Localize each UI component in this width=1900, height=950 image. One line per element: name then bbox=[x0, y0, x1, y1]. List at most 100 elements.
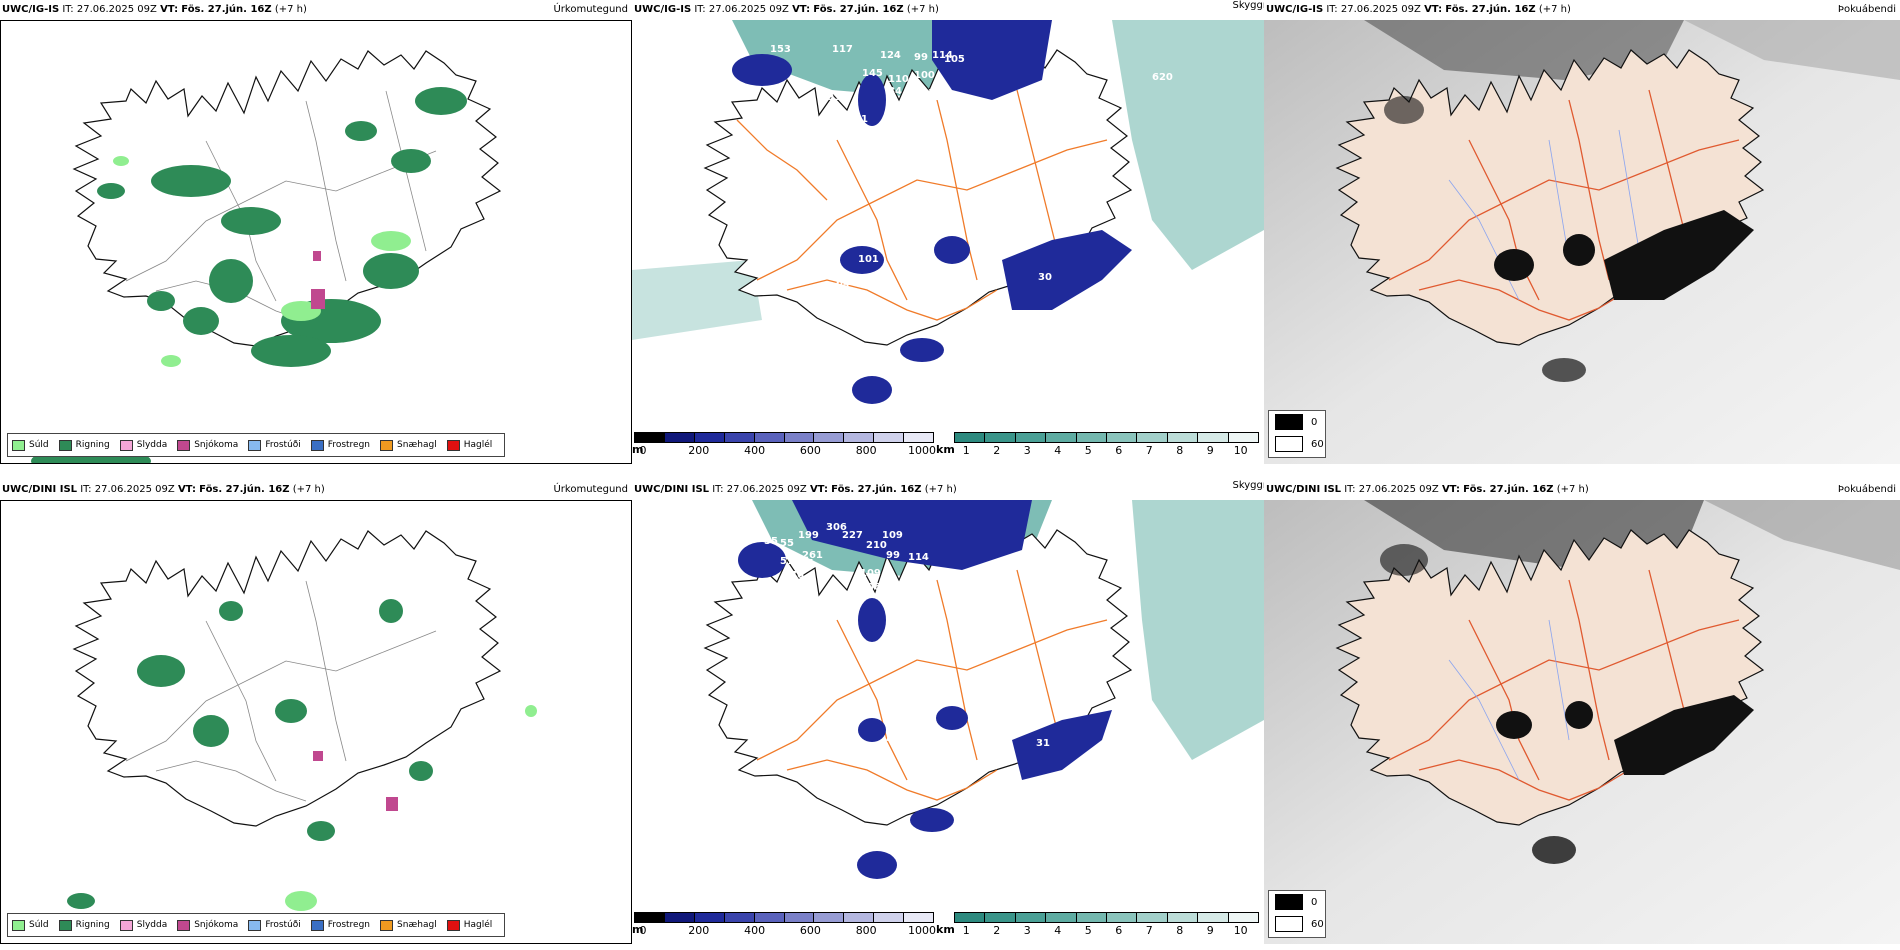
panel-header: UWC/DINI ISL IT: 27.06.2025 09Z VT: Fös.… bbox=[1264, 480, 1900, 500]
precip-legend: Súld Rigning Slydda Snjókoma Frostúði Fr… bbox=[7, 433, 506, 457]
panel-title: Úrkomutegund bbox=[553, 4, 628, 15]
colorbar-swatch bbox=[664, 913, 695, 922]
colorbar-swatch bbox=[754, 433, 785, 442]
colorbar-tick-label: 1 bbox=[962, 924, 970, 937]
fog-key-row: 0 bbox=[1269, 891, 1325, 913]
visibility-value-label: 84 bbox=[888, 86, 902, 97]
fog-map[interactable]: 0 60 bbox=[1264, 20, 1900, 464]
colorbar-swatch bbox=[694, 433, 725, 442]
colorbar-swatch bbox=[724, 913, 755, 922]
colorbar-tick-label: 600 bbox=[799, 924, 821, 937]
legend-item: Frostúði bbox=[248, 919, 301, 931]
colorbar-swatch bbox=[1076, 433, 1108, 442]
km-unit: km bbox=[936, 923, 955, 936]
colorbar-swatch bbox=[814, 433, 845, 442]
roads bbox=[756, 569, 1108, 801]
fog-key-row: 60 bbox=[1269, 913, 1325, 935]
km-colorbar-swatches bbox=[954, 432, 1259, 443]
visibility-value-label: 35 bbox=[864, 408, 878, 419]
colorbar-swatch bbox=[1107, 913, 1138, 922]
colorbar-swatch bbox=[1107, 433, 1138, 442]
visibility-value-label: 57 bbox=[780, 556, 794, 567]
colorbar-tick-label: 8 bbox=[1176, 444, 1184, 457]
colorbar-tick-label: 200 bbox=[688, 444, 710, 457]
panel-title: Skyggni bbox=[1232, 480, 1264, 491]
fog-sea-west bbox=[632, 260, 762, 340]
colorbar-tick-label: 3 bbox=[1023, 444, 1031, 457]
colorbar-swatch bbox=[784, 913, 815, 922]
panel-header: UWC/IG-IS IT: 27.06.2025 09Z VT: Fös. 27… bbox=[0, 0, 632, 20]
visibility-panel-row1: UWC/IG-IS IT: 27.06.2025 09Z VT: Fös. 27… bbox=[632, 0, 1264, 464]
precip-map[interactable]: Súld Rigning Slydda Snjókoma Frostúði Fr… bbox=[0, 20, 632, 464]
drizzle-areas bbox=[285, 705, 537, 911]
visibility-value-label: 55 bbox=[780, 538, 794, 549]
legend-swatch bbox=[12, 439, 25, 451]
visibility-value-label: 34 bbox=[1032, 314, 1046, 325]
colorbar-swatch bbox=[1015, 433, 1047, 442]
visibility-map[interactable]: 153 117 124 99 114 105 145 110 100 84 103 108 293 81 6… bbox=[632, 20, 1264, 464]
rivers bbox=[1448, 619, 1570, 781]
panel-header: UWC/IG-IS IT: 27.06.2025 09Z VT: Fös. 27… bbox=[1264, 0, 1900, 20]
low-visibility-areas bbox=[738, 500, 1112, 879]
visibility-value-label: 110 bbox=[888, 74, 909, 85]
legend-item: Rigning bbox=[58, 919, 110, 931]
colorbar-tick-label: 600 bbox=[799, 444, 821, 457]
roads bbox=[1388, 569, 1740, 801]
visibility-value-label: 64 bbox=[836, 278, 850, 289]
precip-type-panel-row1: UWC/IG-IS IT: 27.06.2025 09Z VT: Fös. 27… bbox=[0, 0, 632, 464]
panel-title: Skyggni bbox=[1232, 0, 1264, 11]
model-name: UWC/IG-IS bbox=[634, 4, 692, 15]
visibility-value-label: 114 bbox=[932, 50, 953, 61]
colorbar-swatch bbox=[1228, 433, 1259, 442]
colorbar-tick-label: 2 bbox=[993, 444, 1001, 457]
visibility-value-label: 114 bbox=[908, 552, 929, 563]
km-colorbar: 1 2 3 4 5 6 7 8 9 10 km bbox=[936, 912, 1259, 938]
visibility-value-label: 124 bbox=[880, 50, 901, 61]
legend-swatch bbox=[446, 439, 460, 451]
visibility-value-label: 99 bbox=[886, 550, 900, 561]
legend-swatch bbox=[177, 439, 191, 451]
snow-areas bbox=[313, 751, 398, 811]
precip-map[interactable]: Súld Rigning Slydda Snjókoma Frostúði Fr… bbox=[0, 500, 632, 944]
colorbar-tick-label: 5 bbox=[1084, 444, 1092, 457]
colorbar-swatch bbox=[844, 433, 875, 442]
fog-map[interactable]: 0 60 bbox=[1264, 500, 1900, 944]
visibility-value-label: 76 bbox=[950, 344, 964, 355]
panel-title: Úrkomutegund bbox=[553, 484, 628, 495]
visibility-value-label: 51 bbox=[990, 788, 1004, 799]
colorbar-swatch bbox=[904, 433, 934, 442]
rain-areas bbox=[67, 599, 433, 909]
colorbar-tick-label: 6 bbox=[1115, 924, 1123, 937]
fog-sea-east bbox=[1112, 20, 1264, 270]
height-unit: m bbox=[632, 923, 644, 936]
colorbar-swatch bbox=[1046, 433, 1077, 442]
colorbar-swatch bbox=[635, 913, 665, 922]
colorbar-tick-label: 3 bbox=[1023, 924, 1031, 937]
colorbar-swatch bbox=[814, 913, 845, 922]
colorbar-tick-label: 4 bbox=[1054, 924, 1062, 937]
legend-item: Snæhagl bbox=[380, 919, 437, 931]
fog-key: 0 60 bbox=[1268, 890, 1326, 938]
colorbar-swatch bbox=[754, 913, 785, 922]
visibility-value-label: 35 bbox=[1028, 328, 1042, 339]
visibility-map[interactable]: 199 306 227 109 55 55 210 99 114 261 57 74 76 109 106 5… bbox=[632, 500, 1264, 944]
colorbar-tick-label: 400 bbox=[744, 444, 766, 457]
colorbar-swatch bbox=[1228, 913, 1259, 922]
it-value: 27.06.2025 09Z bbox=[76, 4, 157, 15]
height-colorbar-ticks: 0 200 400 600 800 1000 bbox=[634, 923, 937, 937]
visibility-value-label: 100 bbox=[914, 70, 935, 81]
visibility-value-label: 76 bbox=[790, 570, 804, 581]
visibility-value-label: 620 bbox=[1152, 72, 1173, 83]
colorbar-swatch bbox=[1137, 433, 1168, 442]
legend-item: Frostúði bbox=[248, 439, 301, 451]
drizzle-areas bbox=[113, 156, 411, 367]
legend-item: Frostregn bbox=[310, 919, 370, 931]
visibility-value-label: 55 bbox=[764, 536, 778, 547]
colorbar-tick-label: 9 bbox=[1206, 444, 1214, 457]
km-colorbar: 1 2 3 4 5 6 7 8 9 10 km bbox=[936, 432, 1259, 458]
colorbar-swatch bbox=[1198, 433, 1229, 442]
visibility-value-label: 117 bbox=[832, 44, 853, 55]
colorbar-swatch bbox=[784, 433, 815, 442]
legend-item: Frostregn bbox=[310, 439, 370, 451]
panel-title: Þokuábendi bbox=[1837, 484, 1896, 495]
